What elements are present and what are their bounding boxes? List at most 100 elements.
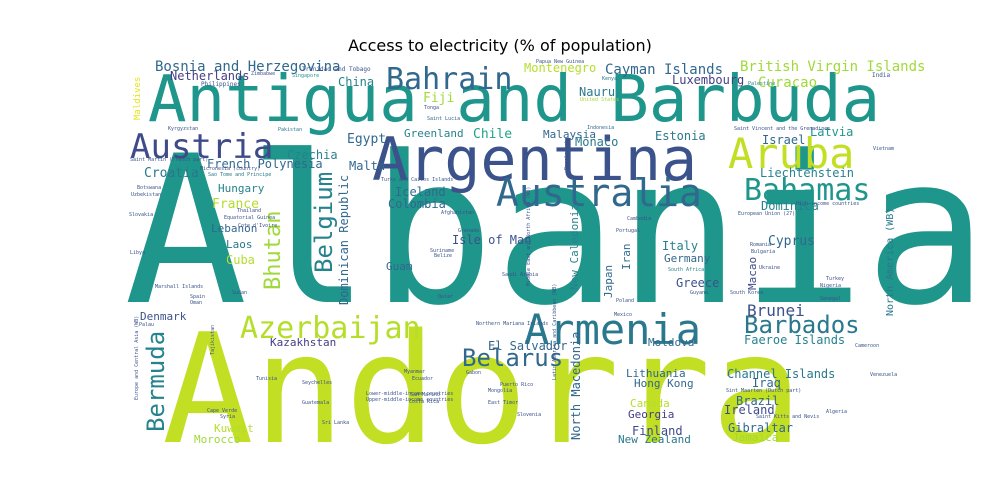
word-kenya: Kenya xyxy=(602,76,617,82)
word-latin-america-and-caribbean-wb: Latin America and Caribbean (WB) xyxy=(552,284,558,380)
word-turkey: Turkey xyxy=(826,276,844,282)
word-botswana: Botswana xyxy=(137,185,161,191)
word-tajikistan: Tajikistan xyxy=(210,325,216,355)
word-moldova: Moldova xyxy=(648,336,694,349)
word-upper-middle-income-countries: Upper-middle-income countries xyxy=(366,397,453,403)
word-fiji: Fiji xyxy=(423,91,454,106)
word-saint-martin-french-part: Saint Martin (French part) xyxy=(130,157,208,163)
word-spain: Spain xyxy=(190,294,205,300)
word-cambodia: Cambodia xyxy=(627,216,651,222)
word-palestine: Palestine xyxy=(748,81,775,87)
word-denmark: Denmark xyxy=(140,310,187,323)
word-south-africa: South Africa xyxy=(668,267,704,273)
word-marshall-islands: Marshall Islands xyxy=(155,284,203,290)
word-european-union-27: European Union (27) xyxy=(738,211,795,217)
word-north-macedonia: North Macedonia xyxy=(569,332,583,440)
word-algeria: Algeria xyxy=(826,409,847,415)
word-australia: Australia xyxy=(496,171,702,215)
word-philippines: Philippines xyxy=(201,81,241,88)
word-montenegro: Montenegro xyxy=(524,61,596,75)
word-iraq: Iraq xyxy=(752,376,781,390)
word-canada: Canada xyxy=(630,397,670,410)
word-egypt: Egypt xyxy=(347,132,386,147)
word-trinidad-and-tobago: Trinidad and Tobago xyxy=(302,66,371,73)
word-venezuela: Venezuela xyxy=(870,372,897,378)
word-middle-east-and-north-africa-wb: Middle East and North Africa (WB) xyxy=(526,187,532,286)
word-netherlands: Netherlands xyxy=(170,69,249,83)
word-iran: Iran xyxy=(620,244,633,271)
word-south-korea: South Korea xyxy=(730,290,763,296)
word-antigua-and-barbuda: Antigua and Barbuda xyxy=(148,63,880,137)
word-india: India xyxy=(872,72,890,79)
word-andorra: Andorra xyxy=(162,301,803,478)
word-slovenia: Slovenia xyxy=(517,412,541,418)
word-mexico: Mexico xyxy=(614,312,632,318)
word-czechia: Czechia xyxy=(287,148,338,162)
word-luxembourg: Luxembourg xyxy=(672,73,744,87)
word-japan: Japan xyxy=(602,265,615,298)
word-libya: Libya xyxy=(130,250,145,256)
word-high-income-countries: High-income countries xyxy=(796,201,859,207)
word-morocco: Morocco xyxy=(194,433,240,446)
word-greenland: Greenland xyxy=(404,127,464,140)
word-suriname: Suriname xyxy=(430,248,454,254)
word-malaysia: Malaysia xyxy=(543,128,596,141)
word-oman: Oman xyxy=(190,300,202,306)
word-germany: Germany xyxy=(664,252,711,265)
word-hong-kong: Hong Kong xyxy=(634,377,694,390)
word-saint-lucia: Saint Lucia xyxy=(427,116,460,122)
word-uzbekistan: Uzbekistan xyxy=(131,192,161,198)
word-iceland: Iceland xyxy=(395,185,446,199)
word-zimbabwe: Zimbabwe xyxy=(251,71,275,77)
word-el-salvador: El Salvador xyxy=(488,339,567,353)
word-finland: Finland xyxy=(632,424,683,438)
word-cayman-islands: Cayman Islands xyxy=(605,62,723,78)
word-romania: Romania xyxy=(750,242,771,248)
word-faeroe-islands: Faeroe Islands xyxy=(744,333,845,347)
word-bulgaria: Bulgaria xyxy=(751,249,775,255)
word-laos: Laos xyxy=(226,238,253,251)
word-france: France xyxy=(212,197,259,212)
word-costa-rica: Costa Rica xyxy=(409,399,439,405)
word-east-timor: East Timor xyxy=(488,400,518,406)
word-azerbaijan: Azerbaijan xyxy=(240,311,421,346)
word-brazil: Brazil xyxy=(736,394,779,408)
chart-title: Access to electricity (% of population) xyxy=(348,36,652,55)
word-syria: Syria xyxy=(220,414,235,420)
word-micronesia-country: Micronesia (country) xyxy=(200,166,260,172)
word-italy: Italy xyxy=(662,239,698,253)
word-israel: Israel xyxy=(762,133,805,147)
word-barbados: Barbados xyxy=(744,311,860,339)
word-bahrain: Bahrain xyxy=(386,62,512,97)
word-indonesia: Indonesia xyxy=(587,125,614,131)
word-turks-and-caicos-islands: Turks and Caicos Islands xyxy=(381,177,453,183)
word-sao-tome-and-principe: Sao Tome and Principe xyxy=(208,172,271,178)
word-mongolia: Mongolia xyxy=(488,388,512,394)
word-lebanon: Lebanon xyxy=(211,222,257,235)
word-lower-middle-income-countries: Lower-middle-income countries xyxy=(366,391,453,397)
word-aruba: Aruba xyxy=(728,129,854,178)
word-ecuador: Ecuador xyxy=(412,376,433,382)
word-belarus: Belarus xyxy=(462,344,563,372)
word-northern-mariana-islands: Northern Mariana Islands xyxy=(476,321,548,327)
word-dominican-republic: Dominican Republic xyxy=(337,175,351,305)
word-albania: Albania xyxy=(124,113,988,351)
word-europe-and-central-asia-wb: Europe and Central Asia (WB) xyxy=(134,316,140,400)
word-bangladesh: Bangladesh xyxy=(564,140,570,170)
word-nauru: Nauru xyxy=(579,85,615,99)
word-bermuda: Bermuda xyxy=(142,331,170,432)
word-french-polynesia: French Polynesia xyxy=(207,157,323,171)
word-cape-verde: Cape Verde xyxy=(207,408,237,414)
word-ukraine: Ukraine xyxy=(759,265,780,271)
word-curacao: Curacao xyxy=(758,75,817,91)
word-vietnam: Vietnam xyxy=(873,146,894,152)
word-equatorial-guinea: Equatorial Guinea xyxy=(224,215,275,221)
word-bhutan: Bhutan xyxy=(261,211,286,290)
word-brunei: Brunei xyxy=(747,301,805,320)
word-monaco: Monaco xyxy=(575,135,618,149)
word-gabon: Gabon xyxy=(466,370,481,376)
word-latvia: Latvia xyxy=(810,125,853,139)
word-cameroon: Cameroon xyxy=(855,343,879,349)
word-belize: Belize xyxy=(434,253,452,259)
